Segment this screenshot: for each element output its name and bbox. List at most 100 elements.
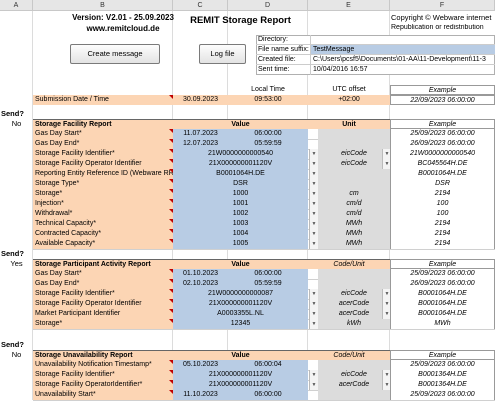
chevron-down-icon[interactable]: ▼ bbox=[382, 299, 391, 309]
example-header: Example bbox=[390, 259, 495, 269]
unit-select[interactable] bbox=[318, 169, 390, 179]
value-input[interactable]: 1005 bbox=[173, 239, 308, 249]
chevron-down-icon[interactable]: ▼ bbox=[309, 169, 318, 179]
unit-select[interactable] bbox=[318, 139, 390, 149]
log-file-button[interactable]: Log file bbox=[199, 44, 246, 64]
version-label: Version: V2.01 - 25.09.2023 bbox=[72, 13, 174, 22]
column-header-b[interactable]: B bbox=[33, 0, 173, 11]
unit-select[interactable]: eicCode bbox=[318, 159, 390, 169]
unit-select[interactable]: cm/d bbox=[318, 199, 390, 209]
unit-select[interactable]: eicCode bbox=[318, 149, 390, 159]
date-input[interactable]: 11.10.2023 bbox=[173, 390, 228, 400]
suffix-value[interactable]: TestMessage bbox=[311, 45, 495, 55]
date-input[interactable]: 01.10.2023 bbox=[173, 269, 228, 279]
value-input[interactable]: 1001 bbox=[173, 199, 308, 209]
chevron-down-icon[interactable]: ▼ bbox=[382, 149, 391, 159]
chevron-down-icon[interactable]: ▼ bbox=[309, 229, 318, 239]
unit-select[interactable]: acerCode bbox=[318, 299, 390, 309]
unit-select[interactable]: MWh bbox=[318, 239, 390, 249]
time-input[interactable]: 06:00:00 bbox=[228, 129, 308, 139]
chevron-down-icon[interactable]: ▼ bbox=[309, 370, 318, 380]
example-value: 100 bbox=[390, 209, 495, 219]
sent-value[interactable]: 10/04/2016 16:57 bbox=[313, 66, 368, 73]
value-input[interactable]: 1003 bbox=[173, 219, 308, 229]
chevron-down-icon[interactable]: ▼ bbox=[309, 199, 318, 209]
chevron-down-icon[interactable]: ▼ bbox=[382, 370, 391, 380]
unit-select[interactable]: eicCode bbox=[318, 370, 390, 380]
unit-select[interactable]: MWh bbox=[318, 229, 390, 239]
chevron-down-icon[interactable]: ▼ bbox=[309, 149, 318, 159]
unavailability-row: Unavailability Notification Timestamp* 05… bbox=[33, 360, 495, 371]
create-message-button[interactable]: Create message bbox=[70, 44, 160, 64]
value-input[interactable]: A0003355L.NL bbox=[173, 309, 308, 319]
time-input[interactable]: 06:00:00 bbox=[228, 269, 308, 279]
chevron-down-icon[interactable]: ▼ bbox=[309, 380, 318, 390]
unit-select[interactable]: MWh bbox=[318, 219, 390, 229]
chevron-down-icon[interactable]: ▼ bbox=[309, 219, 318, 229]
submission-date[interactable]: 30.09.2023 bbox=[173, 95, 228, 105]
site-link[interactable]: www.remitcloud.de bbox=[86, 24, 160, 33]
unit-select[interactable] bbox=[318, 269, 390, 279]
chevron-down-icon[interactable]: ▼ bbox=[309, 179, 318, 189]
submission-time[interactable]: 09:53:00 bbox=[228, 95, 308, 105]
value-input[interactable]: 12345 bbox=[173, 319, 308, 329]
column-header-c[interactable]: C bbox=[173, 0, 228, 11]
time-input[interactable]: 05:59:59 bbox=[228, 139, 308, 149]
value-input[interactable]: B0001064H.DE bbox=[173, 169, 308, 179]
sent-label: Sent time: bbox=[256, 65, 311, 75]
unit-select[interactable] bbox=[318, 179, 390, 189]
time-input[interactable]: 06:00:04 bbox=[228, 360, 308, 370]
send-value[interactable]: No bbox=[11, 350, 22, 359]
column-header-d[interactable]: D bbox=[228, 0, 308, 11]
unit-select[interactable] bbox=[318, 129, 390, 139]
column-header-e[interactable]: E bbox=[308, 0, 390, 11]
unit-select[interactable]: cm/d bbox=[318, 209, 390, 219]
created-value[interactable]: C:\Users\pcsf5\Documents\01-AA\11-Develo… bbox=[311, 55, 495, 65]
unit-select[interactable]: acerCode bbox=[318, 309, 390, 319]
chevron-down-icon[interactable]: ▼ bbox=[382, 159, 391, 169]
chevron-down-icon[interactable]: ▼ bbox=[309, 189, 318, 199]
chevron-down-icon[interactable]: ▼ bbox=[309, 319, 318, 329]
chevron-down-icon[interactable]: ▼ bbox=[309, 299, 318, 309]
chevron-down-icon[interactable]: ▼ bbox=[309, 309, 318, 319]
directory-label: Directory: bbox=[256, 35, 311, 45]
column-header-f[interactable]: F bbox=[390, 0, 495, 11]
chevron-down-icon[interactable]: ▼ bbox=[382, 380, 391, 390]
value-input[interactable]: 1002 bbox=[173, 209, 308, 219]
value-input[interactable]: 21W0000000000540 bbox=[173, 149, 308, 159]
chevron-down-icon[interactable]: ▼ bbox=[382, 289, 391, 299]
send-value[interactable]: Yes bbox=[10, 259, 23, 268]
time-input[interactable]: 05:59:59 bbox=[228, 279, 308, 289]
suffix-label: File name suffix: bbox=[256, 45, 311, 55]
unit-select[interactable]: kWh bbox=[318, 319, 390, 329]
value-input[interactable]: 21W0000000000087 bbox=[173, 289, 308, 299]
chevron-down-icon[interactable]: ▼ bbox=[309, 289, 318, 299]
value-input[interactable]: DSR bbox=[173, 179, 308, 189]
value-input[interactable]: 21X000000001120V bbox=[173, 299, 308, 309]
date-input[interactable]: 02.10.2023 bbox=[173, 279, 228, 289]
column-header-a[interactable]: A bbox=[0, 0, 33, 11]
chevron-down-icon[interactable]: ▼ bbox=[309, 239, 318, 249]
submission-offset[interactable]: +02:00 bbox=[308, 95, 390, 105]
unit-select[interactable] bbox=[318, 360, 390, 370]
example-value: 2194 bbox=[390, 229, 495, 239]
chevron-down-icon[interactable]: ▼ bbox=[309, 159, 318, 169]
value-input[interactable]: 1004 bbox=[173, 229, 308, 239]
unit-select[interactable] bbox=[318, 279, 390, 289]
unit-select[interactable]: eicCode bbox=[318, 289, 390, 299]
date-input[interactable]: 11.07.2023 bbox=[173, 129, 228, 139]
date-input[interactable]: 12.07.2023 bbox=[173, 139, 228, 149]
value-input[interactable]: 21X000000001120V bbox=[173, 380, 308, 390]
unit-select[interactable]: cm bbox=[318, 189, 390, 199]
unit-select[interactable] bbox=[318, 390, 390, 400]
chevron-down-icon[interactable]: ▼ bbox=[382, 309, 391, 319]
value-input[interactable]: 1000 bbox=[173, 189, 308, 199]
directory-value[interactable] bbox=[311, 35, 495, 45]
value-input[interactable]: 21X000000001120V bbox=[173, 159, 308, 169]
date-input[interactable]: 05.10.2023 bbox=[173, 360, 228, 370]
unit-select[interactable]: acerCode bbox=[318, 380, 390, 390]
send-value[interactable]: No bbox=[11, 119, 22, 128]
chevron-down-icon[interactable]: ▼ bbox=[309, 209, 318, 219]
time-input[interactable]: 06:00:00 bbox=[228, 390, 308, 400]
value-input[interactable]: 21X000000001120V bbox=[173, 370, 308, 380]
